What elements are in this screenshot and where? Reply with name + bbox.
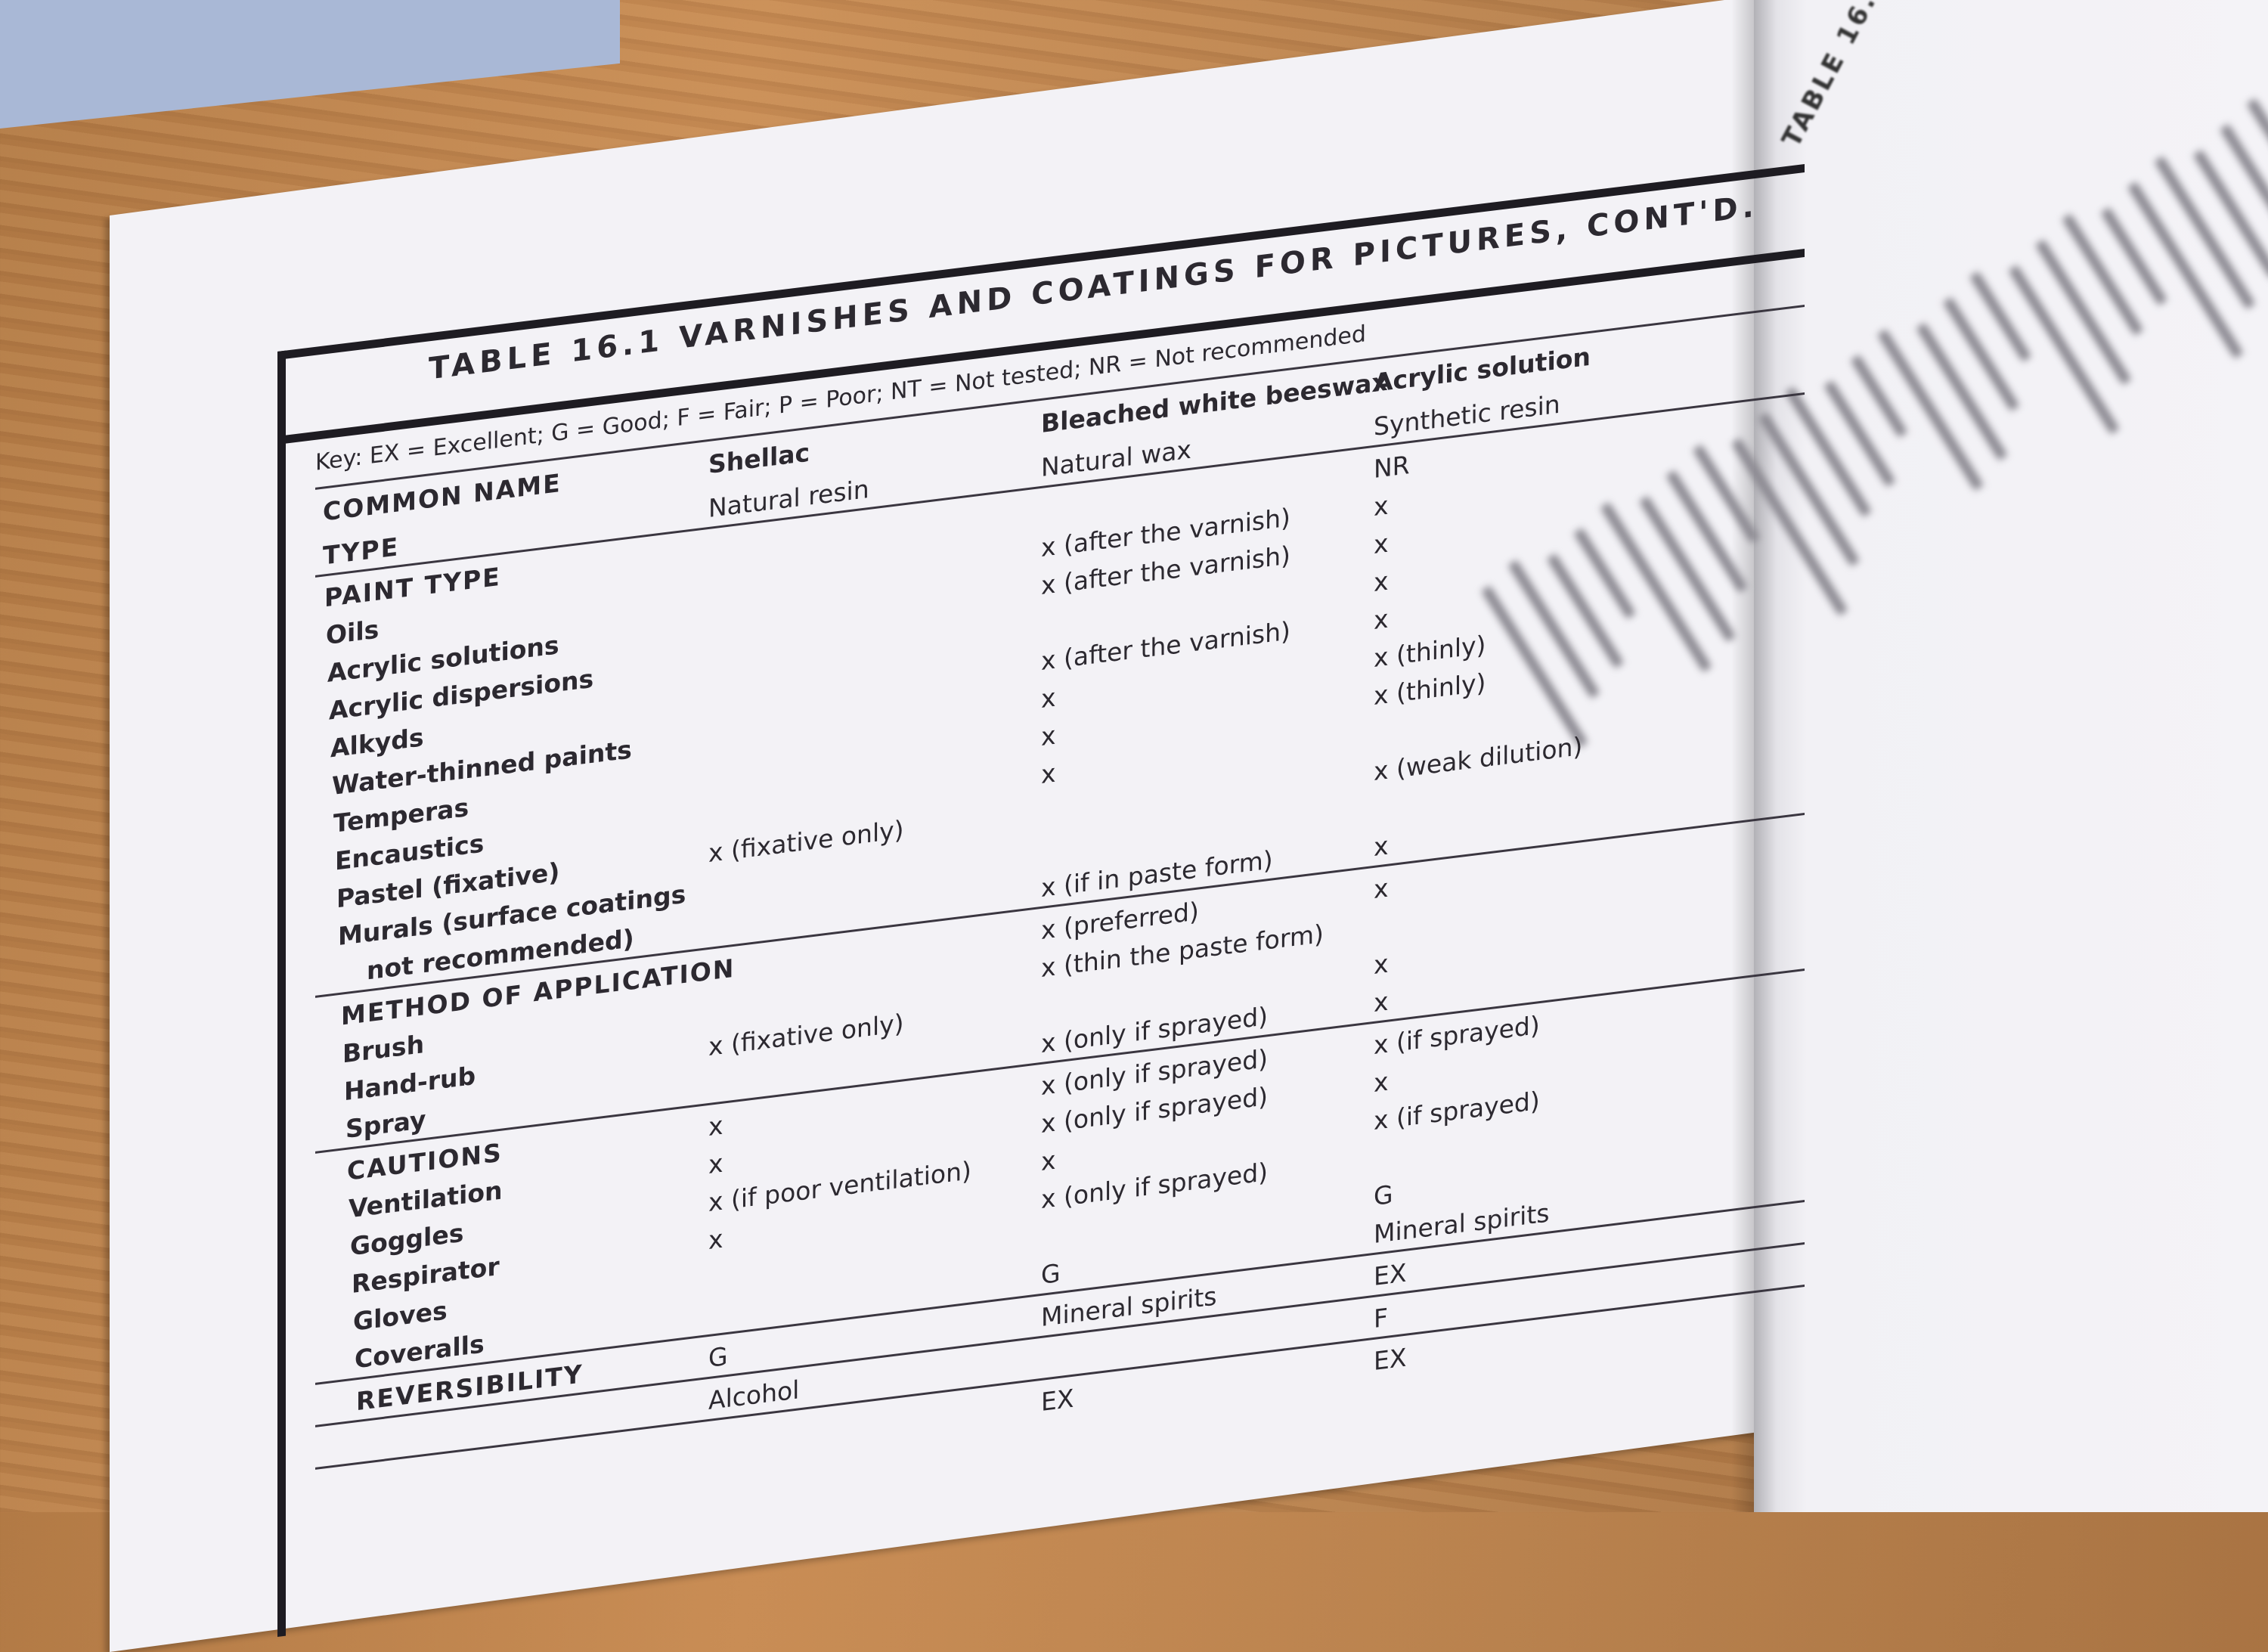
row-label: Spray xyxy=(345,1104,426,1144)
table-cell: Natural wax xyxy=(1041,434,1191,482)
row-label: Brush xyxy=(342,1029,425,1069)
table-cell: x xyxy=(1374,872,1389,904)
table-cell: G xyxy=(1374,1179,1393,1211)
right-book-page xyxy=(1754,0,2268,1512)
table-cell: x xyxy=(708,1110,723,1142)
table-cell: F xyxy=(1374,1302,1388,1334)
table-cell: NR xyxy=(1374,450,1410,484)
table-cell: Natural resin xyxy=(708,473,869,524)
table-cell: x xyxy=(1374,948,1389,980)
table-cell: x xyxy=(1374,566,1389,597)
table-cell: x xyxy=(1041,682,1056,714)
blurred-text-line xyxy=(2034,239,2132,386)
book-gutter xyxy=(1731,0,1777,1512)
column-header: Shellac xyxy=(708,437,810,480)
row-label: Alkyds xyxy=(330,722,424,764)
table-cell: EX xyxy=(1374,1342,1407,1376)
table-cell: x xyxy=(1374,986,1389,1018)
blurred-text-line xyxy=(2062,213,2144,336)
table-cell: x xyxy=(1374,528,1389,559)
blurred-text-line xyxy=(2219,123,2268,231)
table-cell: x xyxy=(708,1148,723,1180)
table-cell: G xyxy=(1041,1257,1061,1290)
row-label: Oils xyxy=(326,614,380,651)
table-cell: x xyxy=(1374,830,1389,862)
table-cell: x xyxy=(1374,1066,1389,1098)
row-label: Gloves xyxy=(353,1295,448,1337)
blurred-text-line xyxy=(1942,296,2020,412)
table-cell: x xyxy=(1041,1145,1056,1176)
table-cell: G xyxy=(708,1341,728,1374)
table-cell: x xyxy=(1374,490,1389,522)
table-cell: x xyxy=(1374,603,1389,635)
table-cell: x xyxy=(1041,720,1056,752)
blurred-text-line xyxy=(1916,322,2008,461)
table-cell: x xyxy=(708,1223,723,1256)
varnish-table: TABLE 16.1 VARNISHES AND COATINGS FOR PI… xyxy=(277,163,1805,1637)
table-cell: x xyxy=(1041,758,1056,789)
table-cell: EX xyxy=(1374,1257,1407,1291)
row-label: TYPE xyxy=(323,532,400,571)
blurred-text-line xyxy=(2154,156,2256,310)
table-cell: EX xyxy=(1041,1383,1074,1417)
